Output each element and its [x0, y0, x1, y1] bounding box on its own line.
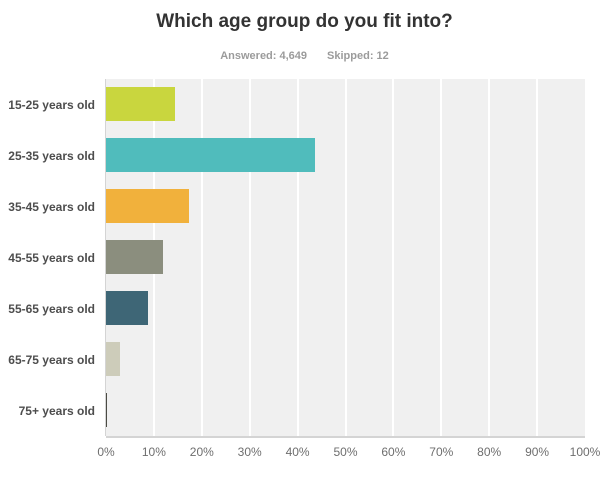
x-axis-tick: 90%: [525, 445, 550, 459]
x-axis-tick: 30%: [237, 445, 262, 459]
question-title: Which age group do you fit into?: [156, 11, 453, 32]
bar: [106, 240, 164, 274]
x-axis-tick: 100%: [569, 445, 601, 459]
gridline: [344, 79, 347, 436]
category-label: 15-25 years old: [8, 97, 95, 112]
skipped-count: Skipped: 12: [327, 50, 389, 62]
bar: [106, 138, 316, 172]
x-axis-tick: 20%: [189, 445, 214, 459]
gridline: [296, 79, 299, 436]
gridline: [392, 79, 395, 436]
bar: [106, 87, 175, 121]
chart-plot-area: [105, 79, 585, 438]
category-label: 65-75 years old: [8, 352, 95, 367]
bar: [106, 393, 108, 427]
bar: [106, 342, 120, 376]
x-axis-tick: 10%: [141, 445, 166, 459]
gridline: [488, 79, 491, 436]
category-label: 45-55 years old: [8, 250, 95, 265]
x-axis-tick: 0%: [97, 445, 115, 459]
category-axis-labels: 15-25 years old 25-35 years old 35-45 year…: [0, 79, 95, 436]
x-axis-tick: 50%: [333, 445, 358, 459]
x-axis-tick: 40%: [285, 445, 310, 459]
x-axis-tick: 60%: [381, 445, 406, 459]
gridline: [200, 79, 203, 436]
gridline: [248, 79, 251, 436]
x-axis-tick-labels: 0% 10% 20% 30% 40% 50% 60% 70% 80% 90% 100%: [97, 445, 600, 461]
category-label: 35-45 years old: [8, 199, 95, 214]
y-axis-line: [105, 79, 106, 436]
gridline: [440, 79, 443, 436]
bar: [106, 189, 189, 223]
response-summary: Answered: 4,649 Skipped: 12: [0, 50, 609, 62]
x-axis-tick: 80%: [477, 445, 502, 459]
category-label: 25-35 years old: [8, 148, 95, 163]
category-label: 75+ years old: [18, 403, 95, 418]
gridline: [536, 79, 539, 436]
x-axis-tick: 70%: [429, 445, 454, 459]
answered-count: Answered: 4,649: [220, 50, 308, 62]
bar: [106, 291, 149, 325]
category-label: 55-65 years old: [8, 301, 95, 316]
